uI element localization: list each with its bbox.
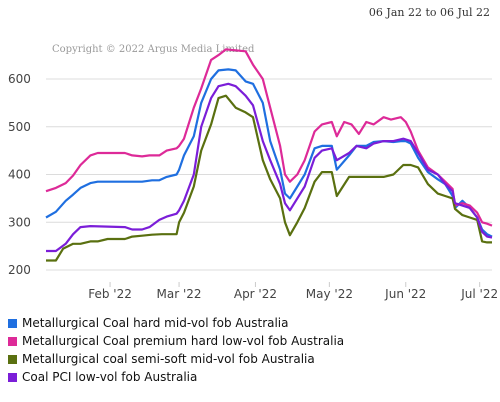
series-line-3[interactable] — [46, 94, 492, 262]
legend-swatch — [8, 354, 17, 364]
series-line-1[interactable] — [45, 68, 493, 238]
y-axis-ticks: 200 300 400 500 600 — [8, 72, 31, 277]
legend-swatch — [8, 372, 17, 382]
x-axis-ticks: Feb '22 Mar '22 Apr '22 May '22 Jun '22 Jul '… — [88, 282, 498, 301]
series-lines — [45, 48, 493, 262]
copyright-watermark: Copyright © 2022 Argus Media Limited — [52, 44, 255, 55]
y-tick-label: 400 — [8, 168, 31, 182]
x-tick-label: Apr '22 — [234, 287, 277, 301]
x-tick-label: May '22 — [306, 287, 353, 301]
legend-swatch — [8, 318, 17, 328]
y-tick-label: 500 — [8, 120, 31, 134]
y-tick-label: 300 — [8, 215, 31, 229]
x-tick-label: Mar '22 — [157, 287, 202, 301]
legend-item-4[interactable]: Coal PCI low-vol fob Australia — [8, 368, 344, 386]
date-range-label: 06 Jan 22 to 06 Jul 22 — [368, 6, 490, 19]
legend-label: Metallurgical Coal premium hard low-vol … — [22, 334, 345, 348]
x-tick-label: Jul '22 — [460, 287, 498, 301]
series-line-4[interactable] — [46, 82, 493, 253]
line-chart: Copyright © 2022 Argus Media Limited 200… — [8, 44, 498, 301]
legend-item-3[interactable]: Metallurgical coal semi-soft mid-vol fob… — [8, 350, 344, 368]
chart-legend: Metallurgical Coal hard mid-vol fob Aust… — [8, 314, 344, 386]
legend-swatch — [8, 336, 17, 346]
legend-item-2[interactable]: Metallurgical Coal premium hard low-vol … — [8, 332, 344, 350]
x-tick-label: Jun '22 — [384, 287, 426, 301]
legend-label: Coal PCI low-vol fob Australia — [22, 370, 198, 384]
legend-label: Metallurgical Coal hard mid-vol fob Aust… — [22, 316, 289, 330]
y-tick-label: 200 — [8, 263, 31, 277]
x-tick-label: Feb '22 — [88, 287, 132, 301]
y-tick-label: 600 — [8, 72, 31, 86]
legend-item-1[interactable]: Metallurgical Coal hard mid-vol fob Aust… — [8, 314, 344, 332]
legend-label: Metallurgical coal semi-soft mid-vol fob… — [22, 352, 315, 366]
